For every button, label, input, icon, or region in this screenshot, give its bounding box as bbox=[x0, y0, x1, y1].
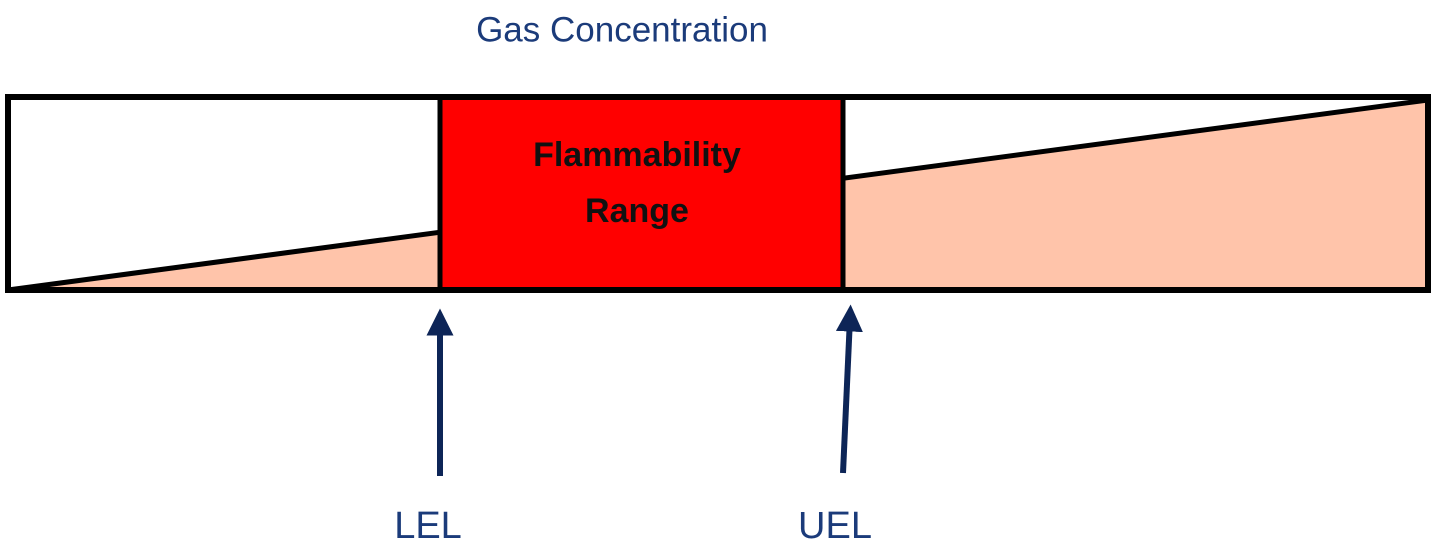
uel-label: UEL bbox=[798, 505, 872, 547]
range-label: Flammability bbox=[533, 136, 741, 174]
uel-arrow bbox=[835, 304, 863, 474]
range-label: Range bbox=[585, 192, 689, 230]
title: Gas Concentration bbox=[476, 10, 768, 49]
flammability-range bbox=[437, 94, 846, 293]
lel-label: LEL bbox=[394, 505, 462, 547]
bar-border bbox=[5, 94, 1431, 293]
